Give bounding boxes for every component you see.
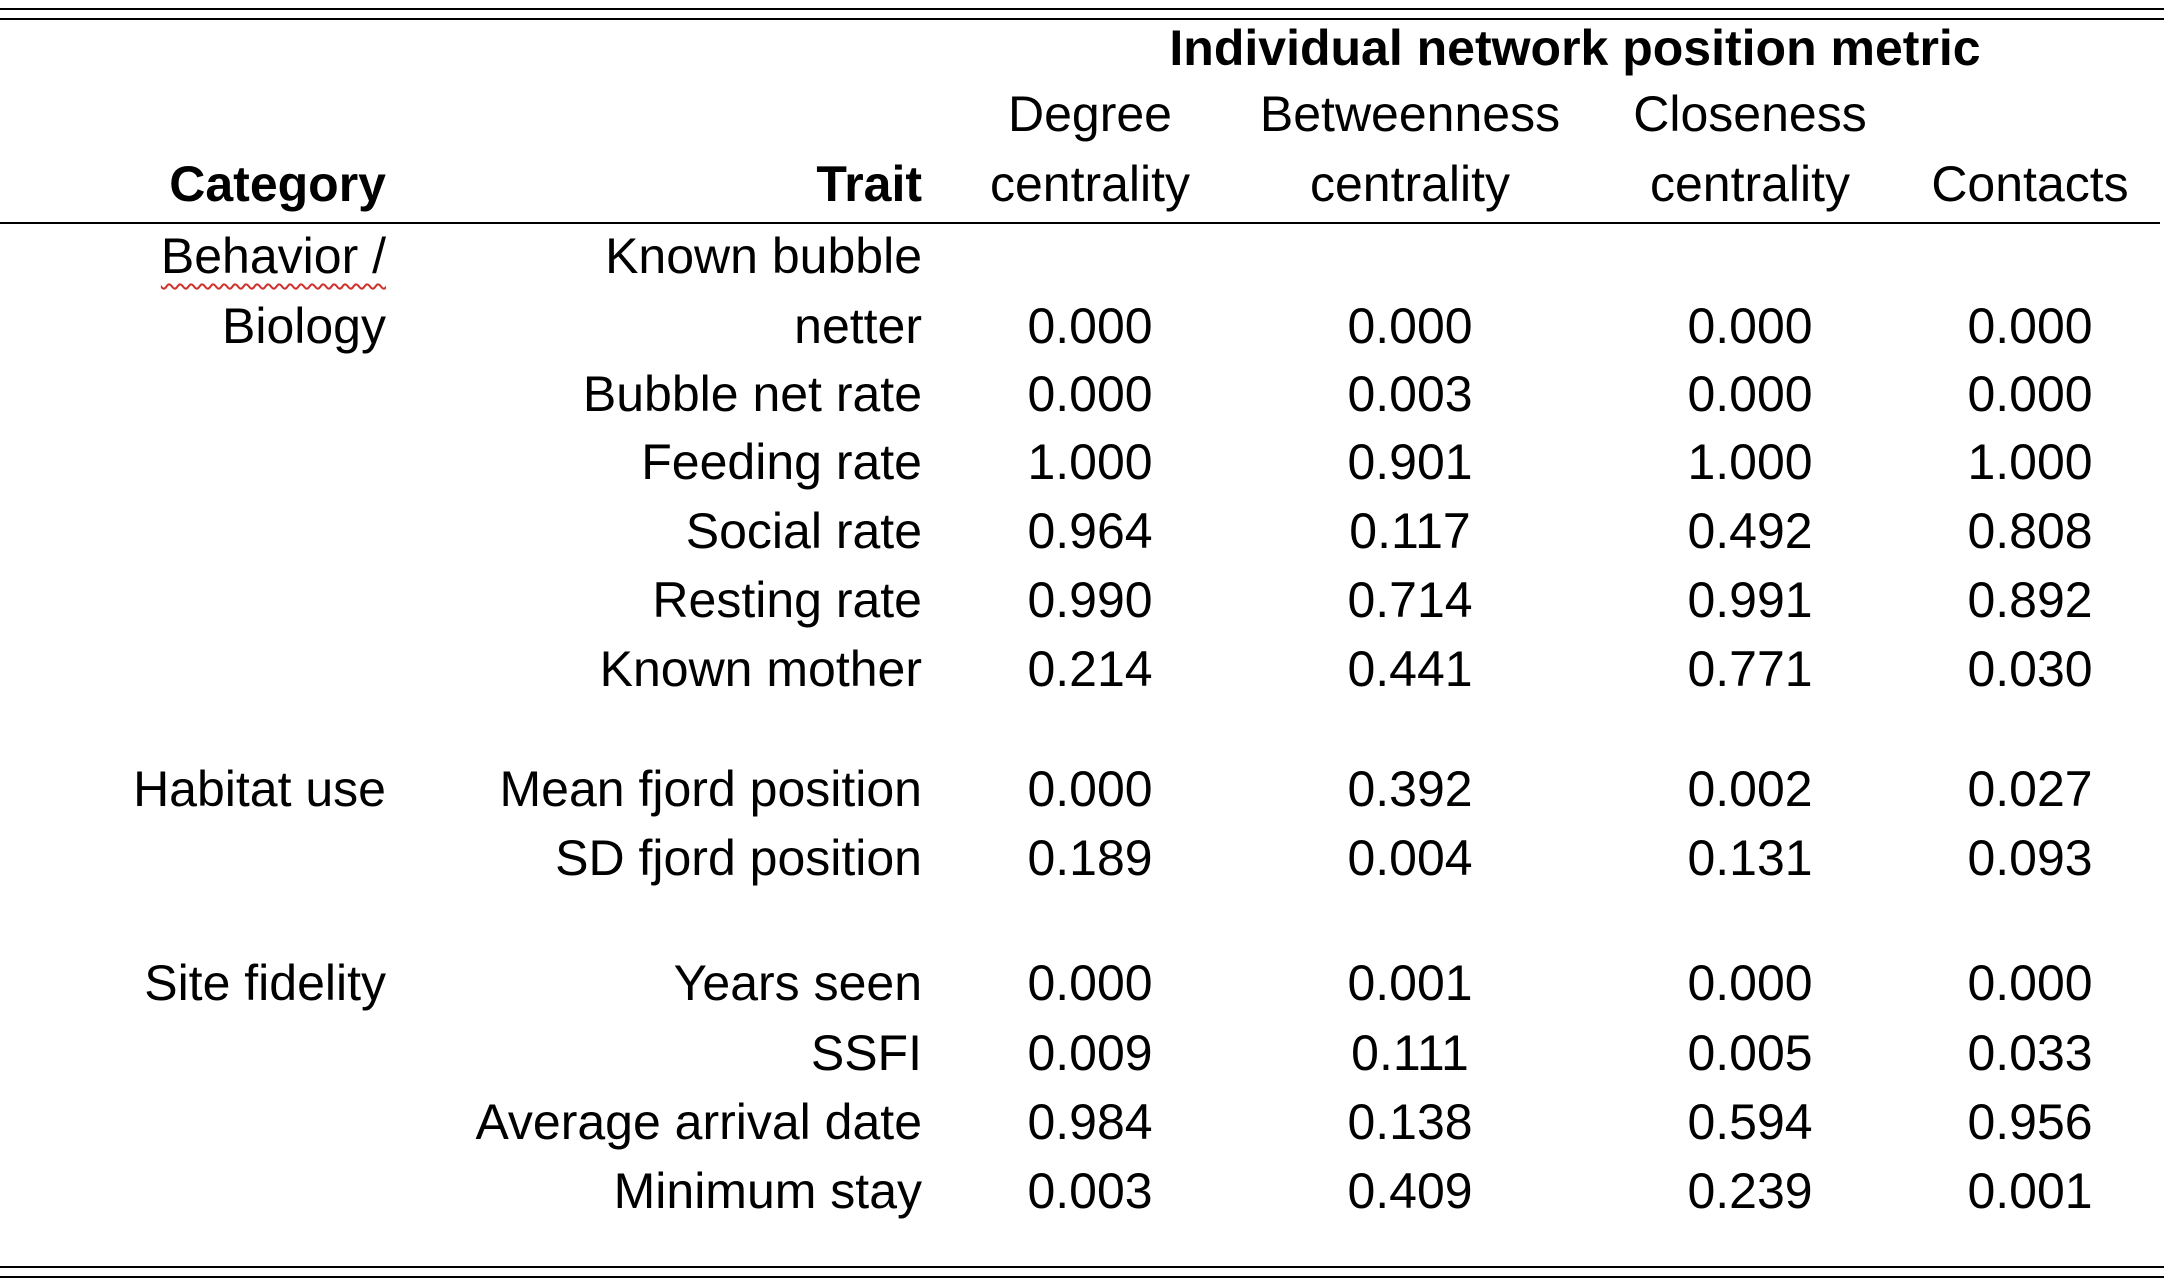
category-habitat-use: Habitat use <box>133 761 386 817</box>
col-closeness-line1: Closeness <box>1633 86 1867 142</box>
cell-closeness: 0.005 <box>1687 1025 1813 1081</box>
trait-label: Years seen <box>673 955 922 1011</box>
category-site-fidelity: Site fidelity <box>144 955 386 1011</box>
cell-degree: 0.000 <box>1027 298 1153 354</box>
cell-degree: 1.000 <box>1027 434 1153 490</box>
cell-betweenness: 0.714 <box>1347 572 1473 628</box>
col-betweenness-line1: Betweenness <box>1259 86 1561 142</box>
cell-closeness: 1.000 <box>1687 434 1813 490</box>
trait-label: Bubble net rate <box>582 366 922 422</box>
cell-degree: 0.189 <box>1027 830 1153 886</box>
cell-betweenness: 0.901 <box>1347 434 1473 490</box>
header-rule <box>0 222 2160 224</box>
category-column-header: Category <box>169 156 386 212</box>
cell-contacts: 0.956 <box>1967 1094 2093 1150</box>
trait-label: Social rate <box>685 503 922 559</box>
top-double-rule <box>0 8 2164 20</box>
cell-betweenness: 0.117 <box>1349 503 1471 559</box>
trait-label-line1: Known bubble <box>605 228 922 284</box>
cell-closeness: 0.000 <box>1687 298 1813 354</box>
trait-column-header: Trait <box>816 156 922 212</box>
cell-degree: 0.000 <box>1027 955 1153 1011</box>
cell-contacts: 0.033 <box>1967 1025 2093 1081</box>
trait-label: Feeding rate <box>641 434 922 490</box>
cell-closeness: 0.131 <box>1687 830 1813 886</box>
category-behavior-line2: Biology <box>222 298 386 354</box>
trait-label: SSFI <box>810 1025 922 1081</box>
spanner-heading: Individual network position metric <box>1169 20 1981 76</box>
cell-contacts: 0.000 <box>1967 298 2093 354</box>
cell-closeness: 0.002 <box>1687 761 1813 817</box>
col-degree-line2: centrality <box>989 156 1191 212</box>
trait-label: Resting rate <box>652 572 922 628</box>
cell-betweenness: 0.111 <box>1351 1025 1469 1081</box>
cell-contacts: 0.001 <box>1967 1163 2093 1219</box>
cell-contacts: 0.000 <box>1967 955 2093 1011</box>
cell-betweenness: 0.138 <box>1347 1094 1473 1150</box>
cell-betweenness: 0.409 <box>1347 1163 1473 1219</box>
cell-contacts: 1.000 <box>1967 434 2093 490</box>
cell-contacts: 0.027 <box>1967 761 2093 817</box>
category-behavior-line1: Behavior / <box>20 226 386 286</box>
cell-contacts: 0.808 <box>1967 503 2093 559</box>
cell-closeness: 0.492 <box>1687 503 1813 559</box>
cell-degree: 0.214 <box>1027 641 1153 697</box>
col-degree-line1: Degree <box>1008 86 1172 142</box>
cell-degree: 0.984 <box>1027 1094 1153 1150</box>
cell-betweenness: 0.001 <box>1347 955 1473 1011</box>
trait-label: netter <box>794 298 922 354</box>
cell-degree: 0.003 <box>1027 1163 1153 1219</box>
col-betweenness-line2: centrality <box>1309 156 1511 212</box>
cell-closeness: 0.239 <box>1687 1163 1813 1219</box>
cell-contacts: 0.093 <box>1967 830 2093 886</box>
cell-betweenness: 0.392 <box>1347 761 1473 817</box>
cell-contacts: 0.892 <box>1967 572 2093 628</box>
trait-label: Known mother <box>599 641 922 697</box>
trait-label: Average arrival date <box>475 1094 922 1150</box>
trait-label: SD fjord position <box>555 830 922 886</box>
cell-betweenness: 0.441 <box>1347 641 1473 697</box>
bottom-double-rule <box>0 1266 2164 1278</box>
cell-closeness: 0.771 <box>1687 641 1813 697</box>
col-closeness-line2: centrality <box>1649 156 1851 212</box>
cell-degree: 0.964 <box>1027 503 1153 559</box>
cell-degree: 0.000 <box>1027 366 1153 422</box>
trait-label: Mean fjord position <box>499 761 922 817</box>
category-behavior-word: Behavior / <box>160 228 386 284</box>
trait-label: Minimum stay <box>613 1163 922 1219</box>
cell-closeness: 0.000 <box>1687 955 1813 1011</box>
cell-closeness: 0.991 <box>1687 572 1813 628</box>
cell-degree: 0.000 <box>1027 761 1153 817</box>
cell-betweenness: 0.004 <box>1347 830 1473 886</box>
cell-closeness: 0.000 <box>1687 366 1813 422</box>
cell-degree: 0.990 <box>1027 572 1153 628</box>
cell-betweenness: 0.000 <box>1347 298 1473 354</box>
cell-closeness: 0.594 <box>1687 1094 1813 1150</box>
cell-betweenness: 0.003 <box>1347 366 1473 422</box>
cell-contacts: 0.000 <box>1967 366 2093 422</box>
cell-degree: 0.009 <box>1027 1025 1153 1081</box>
col-contacts-line2: Contacts <box>1931 156 2129 212</box>
cell-contacts: 0.030 <box>1967 641 2093 697</box>
